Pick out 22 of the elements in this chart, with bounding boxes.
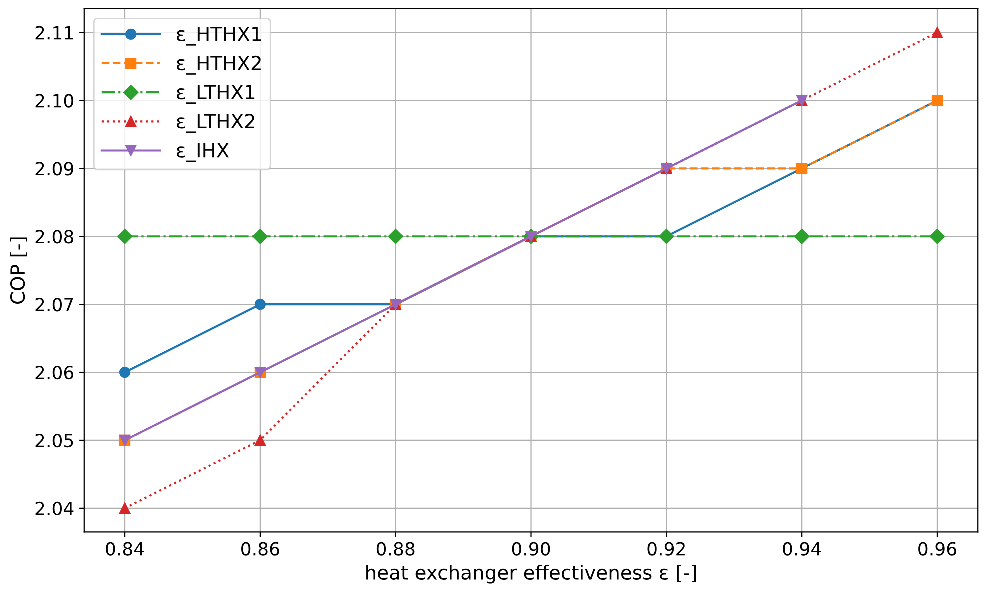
x-tick-label: 0.96 [918,542,956,556]
x-tick-label: 0.88 [376,542,415,556]
y-tick-label: 2.05 [36,434,74,448]
legend-label: ε_LTHX2 [177,114,254,134]
y-tick-label: 2.09 [36,162,74,176]
y-tick-label: 2.11 [36,26,74,40]
legend-label: ε_HTHX1 [177,27,262,46]
x-tick-label: 0.92 [648,542,685,556]
x-tick-label: 0.90 [512,542,550,556]
y-tick-label: 2.07 [36,298,74,312]
legend-label: ε_IHX [177,143,230,162]
y-tick-label: 2.08 [36,230,74,244]
legend-label: ε_HTHX2 [177,56,261,75]
x-tick-label: 0.94 [783,542,822,556]
y-tick-label: 2.06 [36,366,74,380]
y-axis-title: COP [-] [10,238,28,304]
legend-label: ε_LTHX1 [177,85,255,104]
x-tick-label: 0.86 [242,542,280,556]
x-axis-title: heat exchanger effectiveness ε [-] [366,564,696,584]
y-tick-label: 2.10 [36,94,74,108]
y-tick-label: 2.04 [36,502,74,516]
x-tick-label: 0.84 [106,542,144,556]
